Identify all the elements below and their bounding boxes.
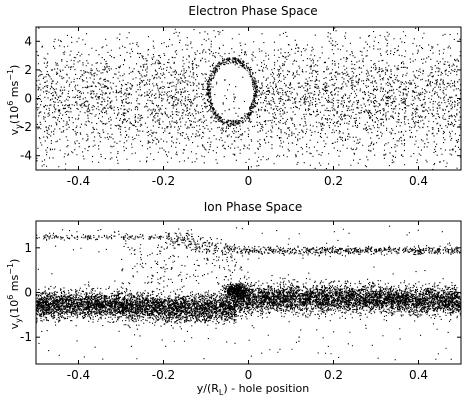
y-tick-label: 0 (24, 92, 32, 106)
x-tick-label: 0.2 (324, 174, 343, 188)
ylabel-paren-close: ) (8, 65, 21, 69)
ylabel-unit: ms (8, 80, 21, 100)
electron-panel-title: Electron Phase Space (188, 4, 317, 18)
scatter-points (36, 225, 461, 361)
ylabel-paren-close: ) (8, 259, 21, 263)
electron-plot-area: -0.4 -0.2 0 0.2 0.4 4 2 0 -2 -4 (20, 26, 462, 188)
ylabel-y-sub: y (14, 124, 23, 129)
ion-panel-title: Ion Phase Space (204, 200, 303, 214)
xlabel-main: y/(R (197, 382, 220, 395)
ylabel-paren-open: (10 (8, 106, 21, 124)
svg-text:vy(106 ms−1): vy(106 ms−1) (6, 259, 23, 330)
y-tick-label: -2 (20, 120, 32, 134)
ion-panel-ylabel: vy(106 ms−1) (6, 259, 23, 330)
ylabel-unit: ms (8, 274, 21, 294)
x-tick-label: -0.4 (67, 368, 90, 382)
electron-panel-ylabel: vy(106 ms−1) (6, 65, 23, 136)
x-tick-label: -0.2 (152, 174, 175, 188)
ion-plot-area: -0.4 -0.2 0 0.2 0.4 1 0 -1 (20, 220, 462, 382)
y-tick-label: 0 (24, 286, 32, 300)
y-tick-label: -4 (20, 149, 32, 163)
ylabel-paren-open: (10 (8, 300, 21, 318)
xlabel-rest: ) - hole position (223, 382, 309, 395)
x-tick-label: 0.4 (409, 368, 428, 382)
y-tick-label: 1 (24, 241, 32, 255)
y-tick-label: 4 (24, 34, 32, 48)
xlabel-sub: L (219, 388, 224, 397)
x-tick-label: 0 (245, 174, 253, 188)
x-tick-label: -0.4 (67, 174, 90, 188)
svg-text:vy(106 ms−1): vy(106 ms−1) (6, 65, 23, 136)
ion-panel-xlabel: y/(RL) - hole position (197, 382, 309, 397)
y-tick-label: 2 (24, 63, 32, 77)
x-tick-label: 0.4 (409, 174, 428, 188)
ylabel-y-sub: y (14, 318, 23, 323)
scatter-points (36, 27, 461, 170)
ylabel-unit-exp: −1 (6, 69, 15, 81)
y-tick-label: -1 (20, 330, 32, 344)
plot-frame (35, 26, 462, 171)
x-tick-label: -0.2 (152, 368, 175, 382)
ylabel-unit-exp: −1 (6, 263, 15, 275)
x-tick-label: 0 (245, 368, 253, 382)
ylabel-v: v (8, 128, 21, 135)
ylabel-exp: 6 (6, 295, 15, 300)
ylabel-exp: 6 (6, 101, 15, 106)
x-tick-label: 0.2 (324, 368, 343, 382)
ylabel-v: v (8, 322, 21, 329)
